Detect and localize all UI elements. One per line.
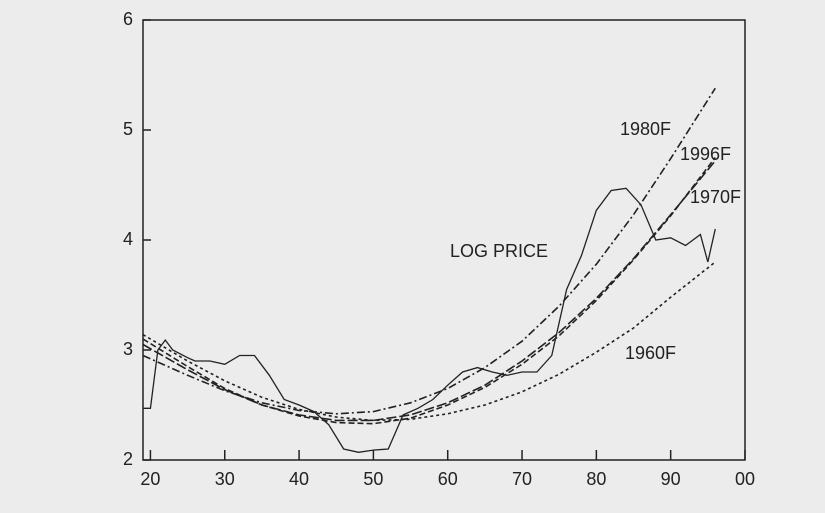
x-tick-label: 40 xyxy=(289,469,309,489)
x-tick-label: 60 xyxy=(438,469,458,489)
series-label: 1960F xyxy=(625,343,676,363)
series-line xyxy=(143,187,716,453)
x-tick-label: 20 xyxy=(140,469,160,489)
series-line xyxy=(142,261,716,422)
series-label: 1980F xyxy=(620,119,671,139)
y-tick-label: 3 xyxy=(123,339,133,359)
series-label: 1996F xyxy=(680,144,731,164)
x-tick-label: 00 xyxy=(735,469,755,489)
x-tick-label: 30 xyxy=(215,469,235,489)
series-label: 1970F xyxy=(690,187,741,207)
x-tick-label: 70 xyxy=(512,469,532,489)
y-tick-label: 2 xyxy=(123,449,133,469)
series-line xyxy=(142,160,716,422)
x-tick-label: 50 xyxy=(363,469,383,489)
series-label: LOG PRICE xyxy=(450,241,548,261)
series-line xyxy=(142,157,716,425)
y-tick-label: 4 xyxy=(123,229,133,249)
x-tick-label: 90 xyxy=(661,469,681,489)
x-tick-label: 80 xyxy=(586,469,606,489)
y-tick-label: 5 xyxy=(123,119,133,139)
y-tick-label: 6 xyxy=(123,9,133,29)
